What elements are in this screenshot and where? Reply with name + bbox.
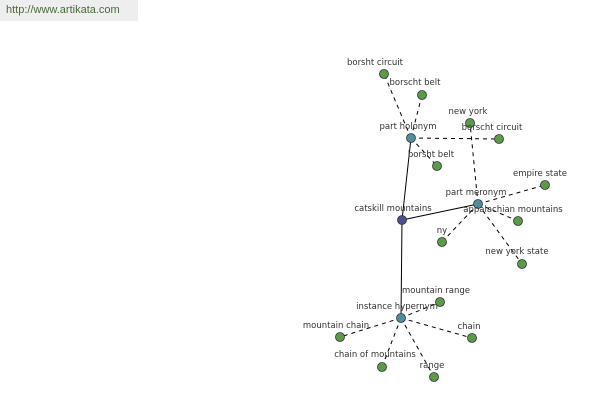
node[interactable] xyxy=(379,69,389,79)
node-label[interactable]: chain xyxy=(457,322,480,332)
node[interactable] xyxy=(377,362,387,372)
node-label[interactable]: empire state xyxy=(513,169,567,179)
dashed-edge xyxy=(441,203,479,243)
node-label[interactable]: borscht circuit xyxy=(462,123,523,133)
edges xyxy=(339,73,546,378)
node[interactable] xyxy=(540,180,550,190)
node[interactable] xyxy=(517,259,527,269)
node[interactable] xyxy=(432,161,442,171)
node[interactable] xyxy=(465,118,475,128)
node-label[interactable]: chain of mountains xyxy=(334,350,416,360)
node[interactable] xyxy=(335,332,345,342)
node[interactable] xyxy=(397,215,407,225)
node[interactable] xyxy=(437,237,447,247)
node-label[interactable]: borsht belt xyxy=(408,150,455,160)
node-label[interactable]: part holonym xyxy=(380,122,437,132)
node[interactable] xyxy=(417,90,427,100)
node[interactable] xyxy=(396,313,406,323)
dashed-edge xyxy=(400,317,435,378)
solid-edge xyxy=(400,219,403,319)
dashed-edge xyxy=(339,317,402,338)
solid-edge xyxy=(401,203,479,221)
site-url[interactable]: http://www.artikata.com xyxy=(0,0,138,21)
node[interactable] xyxy=(513,216,523,226)
node[interactable] xyxy=(435,297,445,307)
node-label[interactable]: catskill mountains xyxy=(354,204,432,214)
node-label[interactable]: mountain range xyxy=(402,286,470,296)
node-label[interactable]: borscht belt xyxy=(390,78,442,88)
node[interactable] xyxy=(406,133,416,143)
node-label[interactable]: instance hypernym xyxy=(356,302,438,312)
node-label[interactable]: ny xyxy=(437,226,447,236)
dashed-edge xyxy=(410,137,500,140)
node-label[interactable]: new york state xyxy=(485,247,548,257)
node-label[interactable]: part meronym xyxy=(446,188,507,198)
dashed-edge xyxy=(410,137,438,167)
solid-edge xyxy=(401,137,412,221)
node[interactable] xyxy=(473,199,483,209)
node-label[interactable]: mountain chain xyxy=(303,321,369,331)
dashed-edge xyxy=(400,301,441,319)
node-label[interactable]: borsht circuit xyxy=(347,58,404,68)
dashed-edge xyxy=(383,73,412,139)
node[interactable] xyxy=(467,333,477,343)
node-label[interactable]: new york xyxy=(449,107,488,117)
dashed-edge xyxy=(477,184,546,205)
dashed-edge xyxy=(381,317,402,368)
nodes: catskill mountains part holonym part meron… xyxy=(303,58,567,382)
node-label[interactable]: range xyxy=(420,361,445,371)
node[interactable] xyxy=(494,134,504,144)
node-label[interactable]: appalachian mountains xyxy=(463,205,563,215)
node[interactable] xyxy=(429,372,439,382)
dashed-edge xyxy=(469,122,479,205)
